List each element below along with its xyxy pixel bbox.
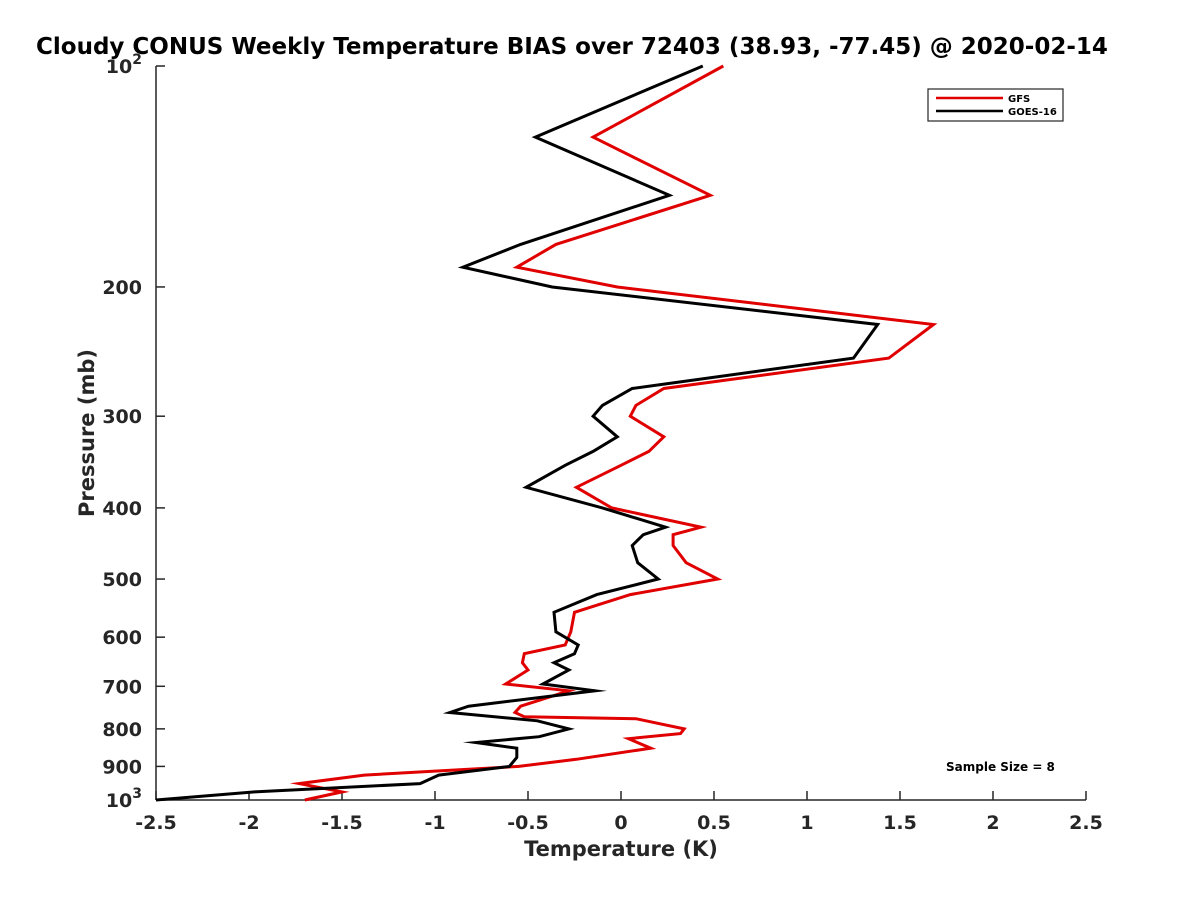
sample-size-annotation: Sample Size = 8 (946, 760, 1055, 774)
plot-area: -2.5 -2 -1.5 -1 -0.5 0 0.5 1 1.5 2 2.5 102 200 300 40… (102, 52, 1103, 834)
series-line (289, 64, 938, 802)
x-ticks: -2.5 -2 -1.5 -1 -0.5 0 0.5 1 1.5 2 2.5 (135, 791, 1103, 834)
y-tick-label: 600 (102, 627, 142, 649)
x-tick-label: 2.5 (1069, 812, 1103, 834)
x-tick-label: 1.5 (883, 812, 917, 834)
x-tick-label: -2 (238, 812, 259, 834)
y-tick-label: 800 (102, 719, 142, 741)
x-tick-label: -1 (424, 812, 445, 834)
legend: GFS GOES-16 (927, 88, 1064, 122)
series-layer (155, 64, 938, 802)
x-tick-label: 0 (614, 812, 627, 834)
x-tick-label: -0.5 (507, 812, 549, 834)
x-tick-label: 2 (986, 812, 999, 834)
x-tick-label: 1 (800, 812, 813, 834)
y-tick-label: 200 (102, 277, 142, 299)
y-tick-label: 900 (102, 756, 142, 778)
chart-title: Cloudy CONUS Weekly Temperature BIAS ove… (36, 34, 1108, 60)
legend-items: GFS GOES-16 (936, 94, 1057, 118)
legend-label: GOES-16 (1008, 107, 1057, 118)
series-gfs (289, 64, 938, 802)
y-axis-label: Pressure (mb) (75, 349, 99, 517)
y-tick-label: 300 (102, 406, 142, 428)
x-tick-label: -2.5 (135, 812, 177, 834)
y-ticks: 102 200 300 400 500 600 700 800 900 103 (102, 52, 165, 812)
plot-background (156, 66, 1086, 799)
x-tick-label: 0.5 (697, 812, 731, 834)
y-tick-label: 400 (102, 498, 142, 520)
x-axis-label: Temperature (K) (524, 837, 718, 861)
y-tick-label: 700 (102, 676, 142, 698)
x-tick-label: -1.5 (321, 812, 363, 834)
y-tick-label: 500 (102, 569, 142, 591)
y-tick-label: 103 (106, 786, 142, 812)
legend-label: GFS (1008, 94, 1030, 105)
legend-box (927, 88, 1064, 122)
y-tick-label: 102 (106, 52, 142, 78)
series-goes-16 (155, 64, 881, 802)
